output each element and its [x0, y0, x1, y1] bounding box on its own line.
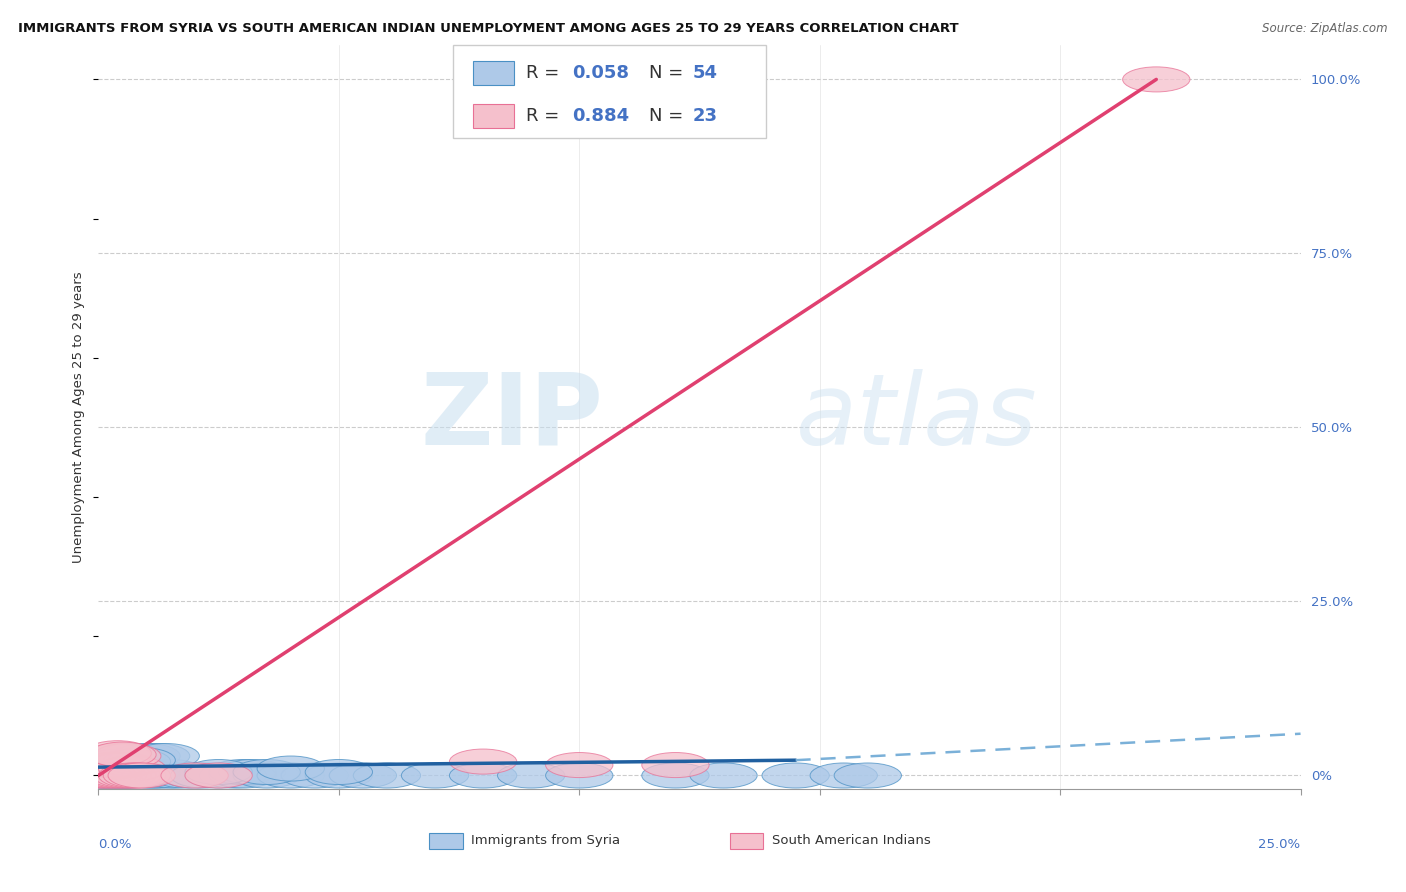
FancyBboxPatch shape [730, 832, 763, 849]
Ellipse shape [401, 763, 468, 788]
Ellipse shape [257, 763, 325, 788]
Text: 0.0%: 0.0% [98, 838, 132, 851]
Ellipse shape [498, 763, 565, 788]
Ellipse shape [329, 763, 396, 788]
Text: 0.058: 0.058 [572, 64, 628, 82]
Ellipse shape [152, 763, 219, 788]
Ellipse shape [450, 763, 517, 788]
Ellipse shape [546, 763, 613, 788]
Ellipse shape [108, 747, 176, 772]
Ellipse shape [142, 763, 209, 788]
Ellipse shape [69, 763, 136, 788]
Ellipse shape [94, 750, 160, 775]
Ellipse shape [103, 749, 170, 774]
Ellipse shape [219, 759, 285, 785]
Ellipse shape [186, 763, 252, 788]
Ellipse shape [136, 763, 204, 788]
Ellipse shape [69, 763, 136, 788]
Ellipse shape [79, 763, 146, 788]
Ellipse shape [98, 763, 166, 788]
Ellipse shape [810, 763, 877, 788]
FancyBboxPatch shape [453, 45, 766, 137]
Ellipse shape [641, 763, 709, 788]
Ellipse shape [108, 763, 176, 788]
Ellipse shape [305, 763, 373, 788]
Text: South American Indians: South American Indians [772, 834, 931, 847]
Ellipse shape [132, 743, 200, 769]
Ellipse shape [84, 749, 152, 774]
Text: atlas: atlas [796, 368, 1038, 466]
Ellipse shape [89, 763, 156, 788]
Text: Source: ZipAtlas.com: Source: ZipAtlas.com [1263, 22, 1388, 36]
Ellipse shape [546, 753, 613, 778]
Y-axis label: Unemployment Among Ages 25 to 29 years: Unemployment Among Ages 25 to 29 years [72, 271, 86, 563]
Ellipse shape [75, 763, 142, 788]
Ellipse shape [89, 759, 156, 785]
Text: Immigrants from Syria: Immigrants from Syria [471, 834, 620, 847]
FancyBboxPatch shape [474, 62, 515, 85]
Ellipse shape [89, 753, 156, 778]
Ellipse shape [160, 763, 228, 788]
Text: R =: R = [526, 64, 565, 82]
FancyBboxPatch shape [474, 104, 515, 128]
Ellipse shape [65, 763, 132, 788]
Text: N =: N = [650, 64, 689, 82]
Ellipse shape [353, 763, 420, 788]
Ellipse shape [160, 763, 228, 788]
Ellipse shape [89, 763, 156, 788]
Ellipse shape [690, 763, 758, 788]
Ellipse shape [98, 756, 166, 781]
Ellipse shape [641, 753, 709, 778]
Ellipse shape [136, 759, 204, 785]
Ellipse shape [65, 763, 132, 788]
Ellipse shape [305, 759, 373, 785]
Ellipse shape [233, 759, 301, 785]
Ellipse shape [281, 763, 349, 788]
Ellipse shape [128, 763, 194, 788]
Text: 0.884: 0.884 [572, 107, 628, 125]
Ellipse shape [103, 763, 170, 788]
Ellipse shape [89, 742, 156, 767]
Ellipse shape [122, 763, 190, 788]
Ellipse shape [79, 753, 146, 778]
Ellipse shape [209, 759, 277, 785]
Ellipse shape [84, 740, 152, 765]
Ellipse shape [186, 763, 252, 788]
Text: 54: 54 [692, 64, 717, 82]
Ellipse shape [122, 743, 190, 769]
Text: R =: R = [526, 107, 565, 125]
Ellipse shape [209, 763, 277, 788]
Ellipse shape [94, 743, 160, 769]
Ellipse shape [112, 763, 180, 788]
Ellipse shape [257, 756, 325, 781]
Ellipse shape [170, 763, 238, 788]
Ellipse shape [762, 763, 830, 788]
Ellipse shape [103, 759, 170, 785]
Ellipse shape [233, 763, 301, 788]
Ellipse shape [112, 759, 180, 785]
Ellipse shape [1122, 67, 1189, 92]
Ellipse shape [84, 763, 152, 788]
FancyBboxPatch shape [429, 832, 463, 849]
Ellipse shape [84, 763, 152, 788]
Ellipse shape [94, 763, 160, 788]
Ellipse shape [112, 743, 180, 769]
Ellipse shape [84, 743, 152, 769]
Text: ZIP: ZIP [420, 368, 603, 466]
Ellipse shape [450, 749, 517, 774]
Text: 25.0%: 25.0% [1258, 838, 1301, 851]
Ellipse shape [75, 763, 142, 788]
Ellipse shape [98, 763, 166, 788]
Ellipse shape [98, 743, 166, 769]
Ellipse shape [118, 763, 186, 788]
Ellipse shape [79, 763, 146, 788]
Ellipse shape [186, 759, 252, 785]
Text: 23: 23 [692, 107, 717, 125]
Text: IMMIGRANTS FROM SYRIA VS SOUTH AMERICAN INDIAN UNEMPLOYMENT AMONG AGES 25 TO 29 : IMMIGRANTS FROM SYRIA VS SOUTH AMERICAN … [18, 22, 959, 36]
Ellipse shape [200, 763, 267, 788]
Ellipse shape [834, 763, 901, 788]
Ellipse shape [79, 759, 146, 785]
Ellipse shape [94, 763, 160, 788]
Text: N =: N = [650, 107, 689, 125]
